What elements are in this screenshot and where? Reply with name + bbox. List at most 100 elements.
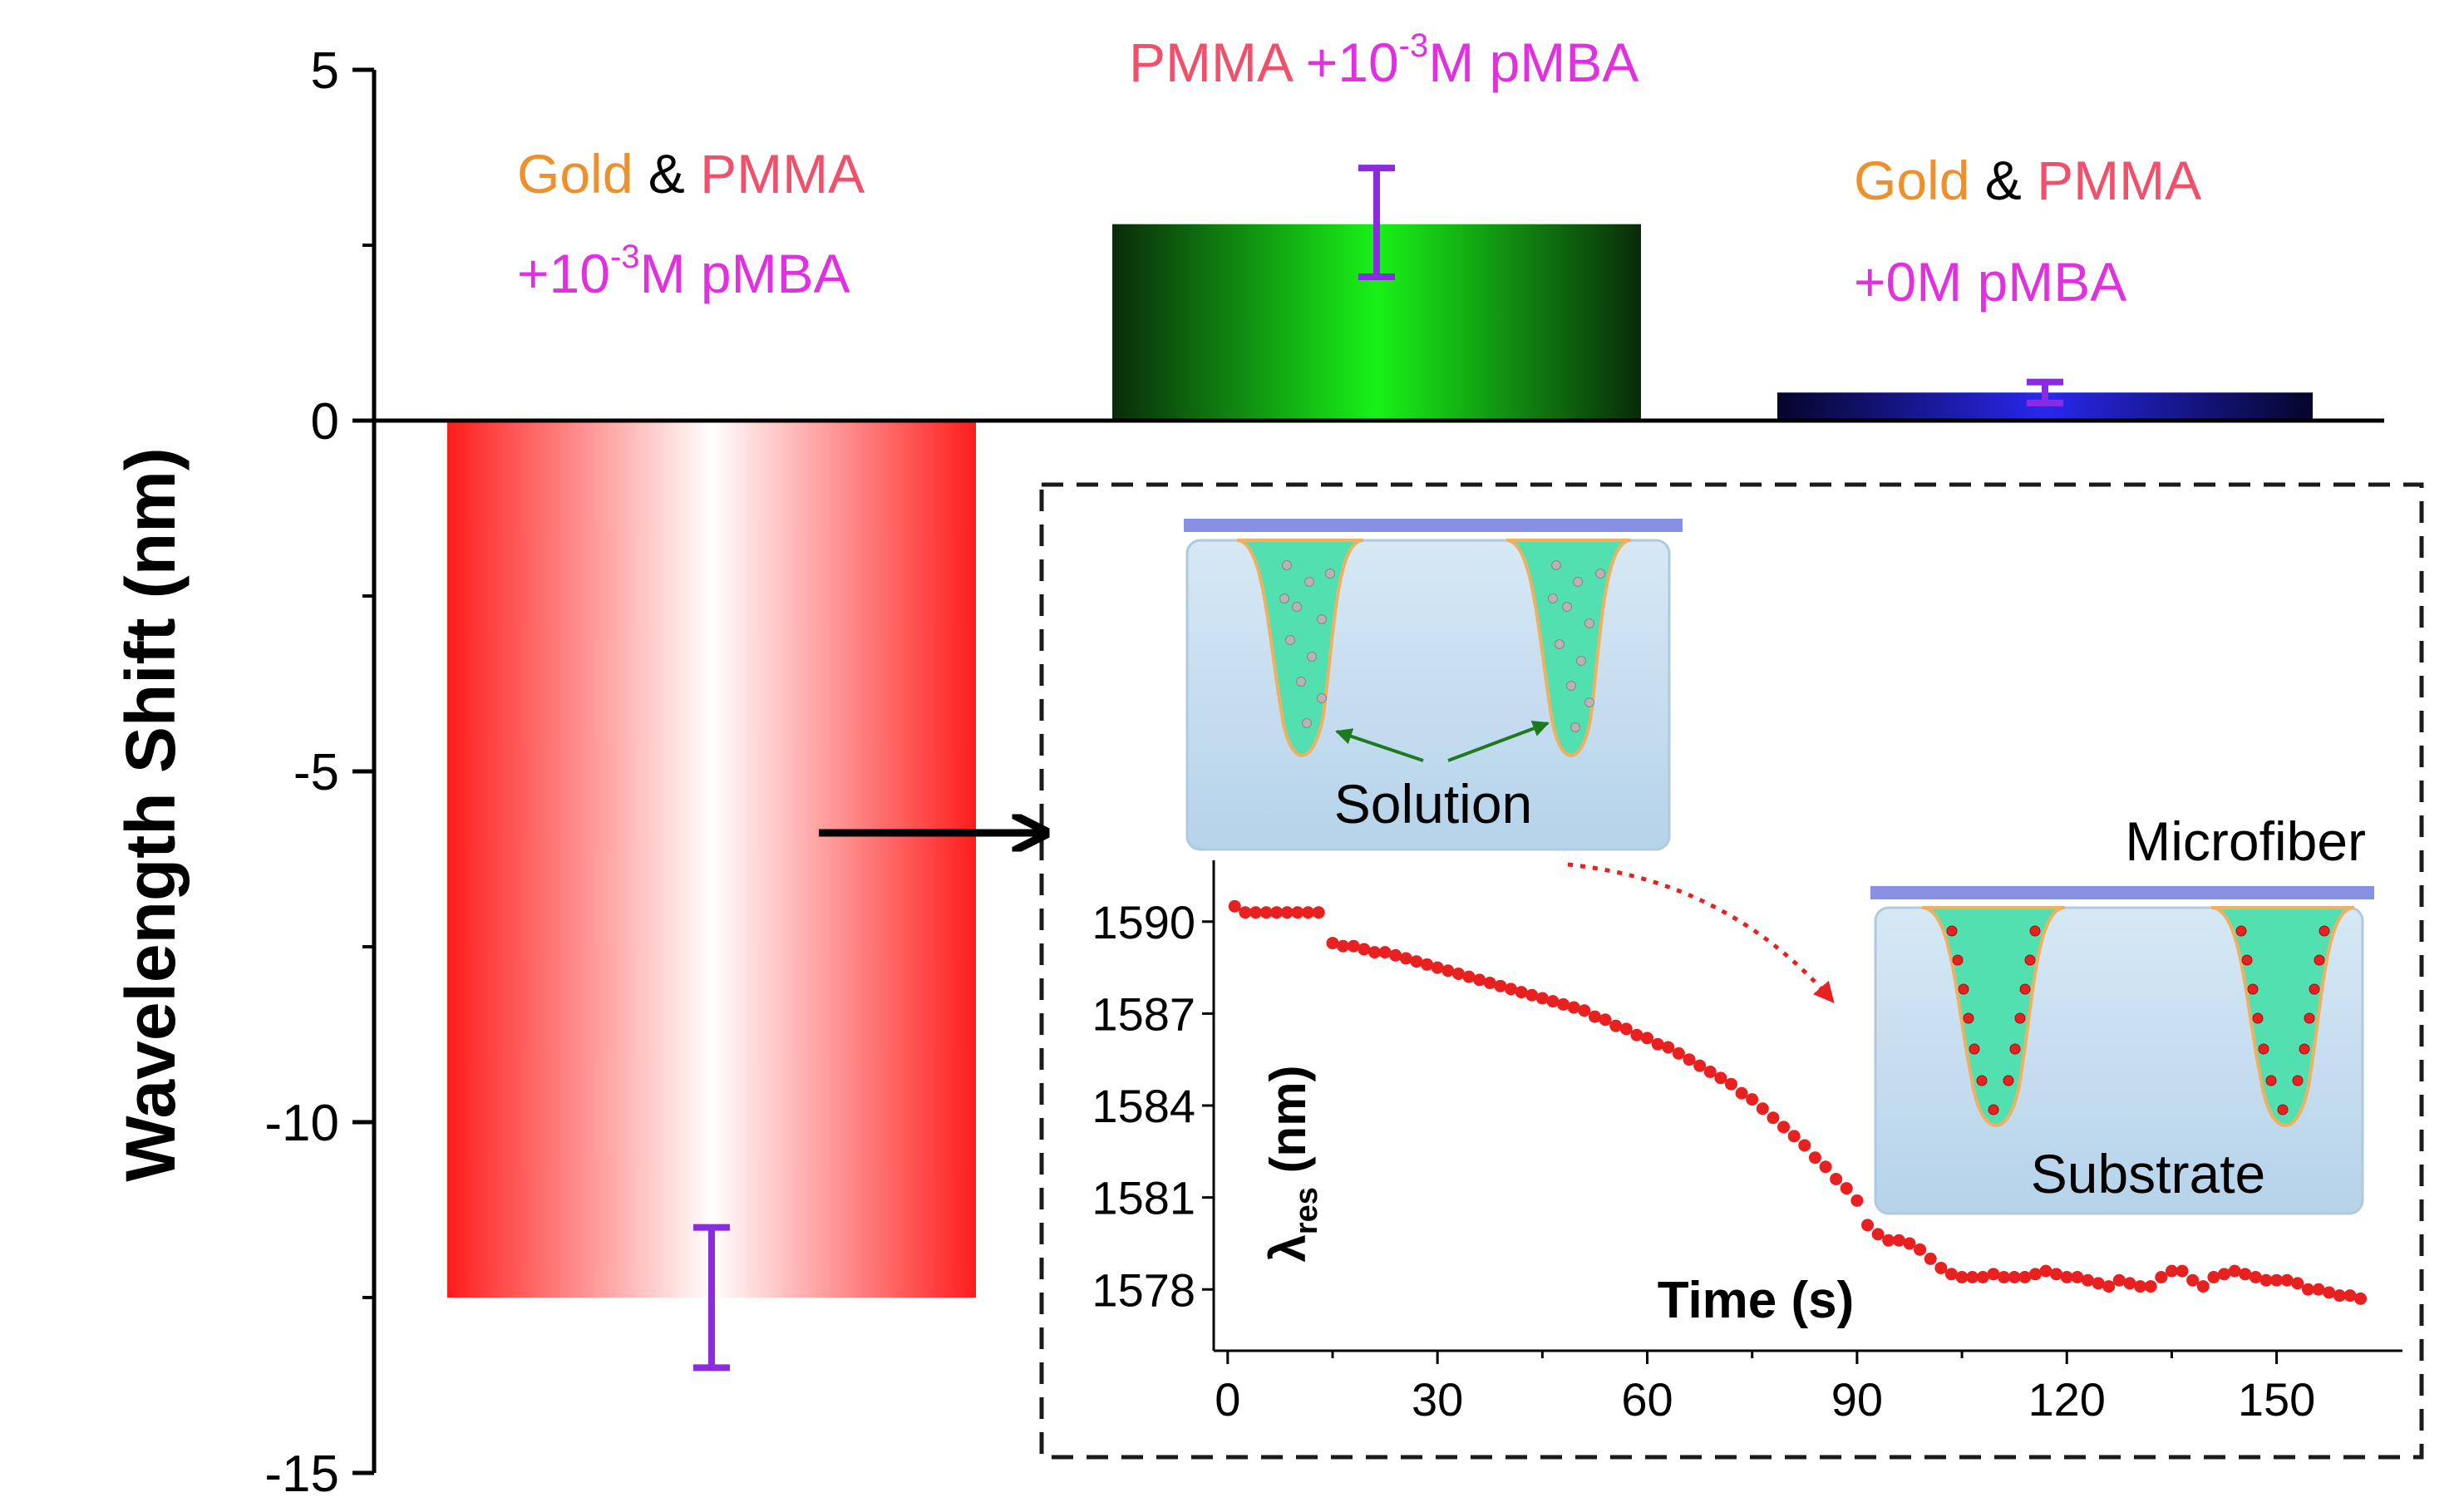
- main-error-bars: [693, 165, 2063, 1372]
- substrate-particle: [2241, 954, 2253, 966]
- inset-data-point: [2008, 1271, 2021, 1283]
- inset-data-point: [2071, 1271, 2084, 1283]
- inset-data-point: [1239, 906, 1252, 919]
- inset-y-tick-label: 1587: [1092, 987, 1195, 1040]
- bar-label-exponent: -3: [1399, 27, 1429, 64]
- inset-data-point: [1421, 958, 1434, 971]
- solution-particle: [1548, 593, 1558, 603]
- inset-data-point: [2270, 1273, 2284, 1287]
- substrate-particle: [2265, 1075, 2277, 1086]
- error-bar-2: [1358, 165, 1395, 280]
- substrate-label: Substrate: [2031, 1143, 2266, 1204]
- inset-data-point: [1724, 1077, 1737, 1091]
- bar-label-segment: &: [633, 143, 700, 204]
- solution-particle: [1317, 614, 1327, 624]
- inset-data-point: [1861, 1219, 1874, 1232]
- main-y-tick-label: 5: [311, 42, 339, 100]
- inset-data-point: [2155, 1271, 2168, 1283]
- inset-data-point: [1630, 1028, 1643, 1042]
- substrate-microfiber-bar: [1870, 886, 2374, 899]
- inset-data-point: [1259, 906, 1273, 919]
- inset-x-tick-label: 60: [1621, 1373, 1673, 1426]
- bar-label-2-line1: PMMA +10-3M pMBA: [1129, 27, 1639, 93]
- substrate-particle: [1946, 925, 1958, 937]
- inset-data-point: [2280, 1273, 2294, 1287]
- inset-data-point: [2228, 1264, 2241, 1278]
- solution-schematic: Solution: [1184, 519, 1683, 851]
- substrate-particle: [1963, 1012, 1974, 1024]
- inset-data-point: [2354, 1292, 2368, 1305]
- inset-data-point: [1924, 1252, 1937, 1265]
- inset-data-point: [2018, 1271, 2032, 1283]
- inset-data-point: [1280, 906, 1294, 919]
- solution-particle: [1555, 639, 1565, 649]
- inset-data-point: [1451, 967, 1465, 980]
- inset-data-point: [1882, 1234, 1895, 1247]
- solution-particle: [1566, 681, 1576, 691]
- inset-data-point: [2333, 1289, 2346, 1303]
- inset-y-label-lambda: λ: [1260, 1234, 1316, 1262]
- inset-data-point: [2028, 1268, 2042, 1281]
- main-y-ticks: 5 0 -5 -10 -15: [264, 42, 374, 1503]
- inset-data-point: [1914, 1243, 1927, 1256]
- substrate-particle: [1988, 1104, 1999, 1116]
- substrate-particle: [2029, 925, 2041, 937]
- inset-data-point: [2239, 1268, 2252, 1281]
- inset-data-point: [1312, 906, 1325, 919]
- inset-data-point: [1535, 992, 1549, 1005]
- inset-y-tick-label: 1581: [1092, 1172, 1195, 1224]
- inset-data-point: [2112, 1273, 2126, 1287]
- inset-data-point: [2144, 1280, 2157, 1293]
- inset-data-point: [1389, 948, 1402, 962]
- error-bar-3: [2027, 378, 2063, 406]
- inset-data-point: [1410, 955, 1423, 968]
- inset-data-point: [1892, 1234, 1905, 1247]
- inset-data-point: [1399, 952, 1412, 965]
- inset-data-point: [2343, 1289, 2357, 1303]
- inset-data-point: [1830, 1173, 1843, 1185]
- substrate-particle: [2314, 954, 2325, 966]
- bar-label-3-line1: Gold & PMMA: [1854, 150, 2201, 211]
- inset-data-point: [1944, 1268, 1958, 1281]
- solution-particle: [1292, 602, 1302, 612]
- inset-data-point: [1641, 1032, 1654, 1045]
- substrate-particle: [2235, 925, 2247, 937]
- inset-data-point: [1683, 1053, 1696, 1066]
- inset-data-point: [1787, 1130, 1801, 1143]
- inset-data-point: [2102, 1280, 2116, 1293]
- inset-data-point: [1291, 906, 1304, 919]
- inset-data-point: [1483, 977, 1496, 989]
- inset-data-point: [2050, 1268, 2063, 1281]
- bar-label-exponent: -3: [610, 239, 640, 275]
- inset-data-point: [1599, 1013, 1612, 1027]
- microfiber-label: Microfiber: [2125, 810, 2366, 872]
- inset-data-point: [1347, 939, 1360, 953]
- inset-data-point: [1693, 1059, 1707, 1072]
- bar-label-conc: +10: [517, 243, 610, 304]
- inset-data-point: [1494, 979, 1507, 992]
- substrate-particle: [2252, 1012, 2264, 1024]
- inset-x-axis-label: Time (s): [1658, 1272, 1855, 1329]
- green-arrow-left: [1335, 728, 1424, 762]
- inset-data-point: [1249, 906, 1262, 919]
- inset-data-point: [1672, 1047, 1685, 1060]
- inset-data-point: [1578, 1004, 1591, 1017]
- inset-data-point: [1462, 970, 1476, 983]
- substrate-particle: [2024, 954, 2036, 966]
- solution-particle: [1562, 602, 1572, 612]
- bar-label-segment: &: [1969, 150, 2037, 211]
- inset-y-label-sub: res: [1289, 1187, 1324, 1234]
- inset-data-point: [1228, 899, 1241, 913]
- substrate-particle: [2309, 983, 2320, 995]
- solution-particle: [1584, 697, 1594, 707]
- bar-label-segment: PMMA: [2037, 150, 2201, 211]
- solution-label: Solution: [1334, 773, 1533, 835]
- solution-particle: [1302, 718, 1312, 728]
- inset-data-point: [2060, 1271, 2073, 1283]
- inset-data-point: [2218, 1268, 2230, 1281]
- inset-data-point: [1767, 1111, 1780, 1125]
- inset-data-point: [1934, 1261, 1948, 1274]
- inset-data-point: [1756, 1102, 1769, 1116]
- inset-y-tick-label: 1590: [1092, 896, 1195, 948]
